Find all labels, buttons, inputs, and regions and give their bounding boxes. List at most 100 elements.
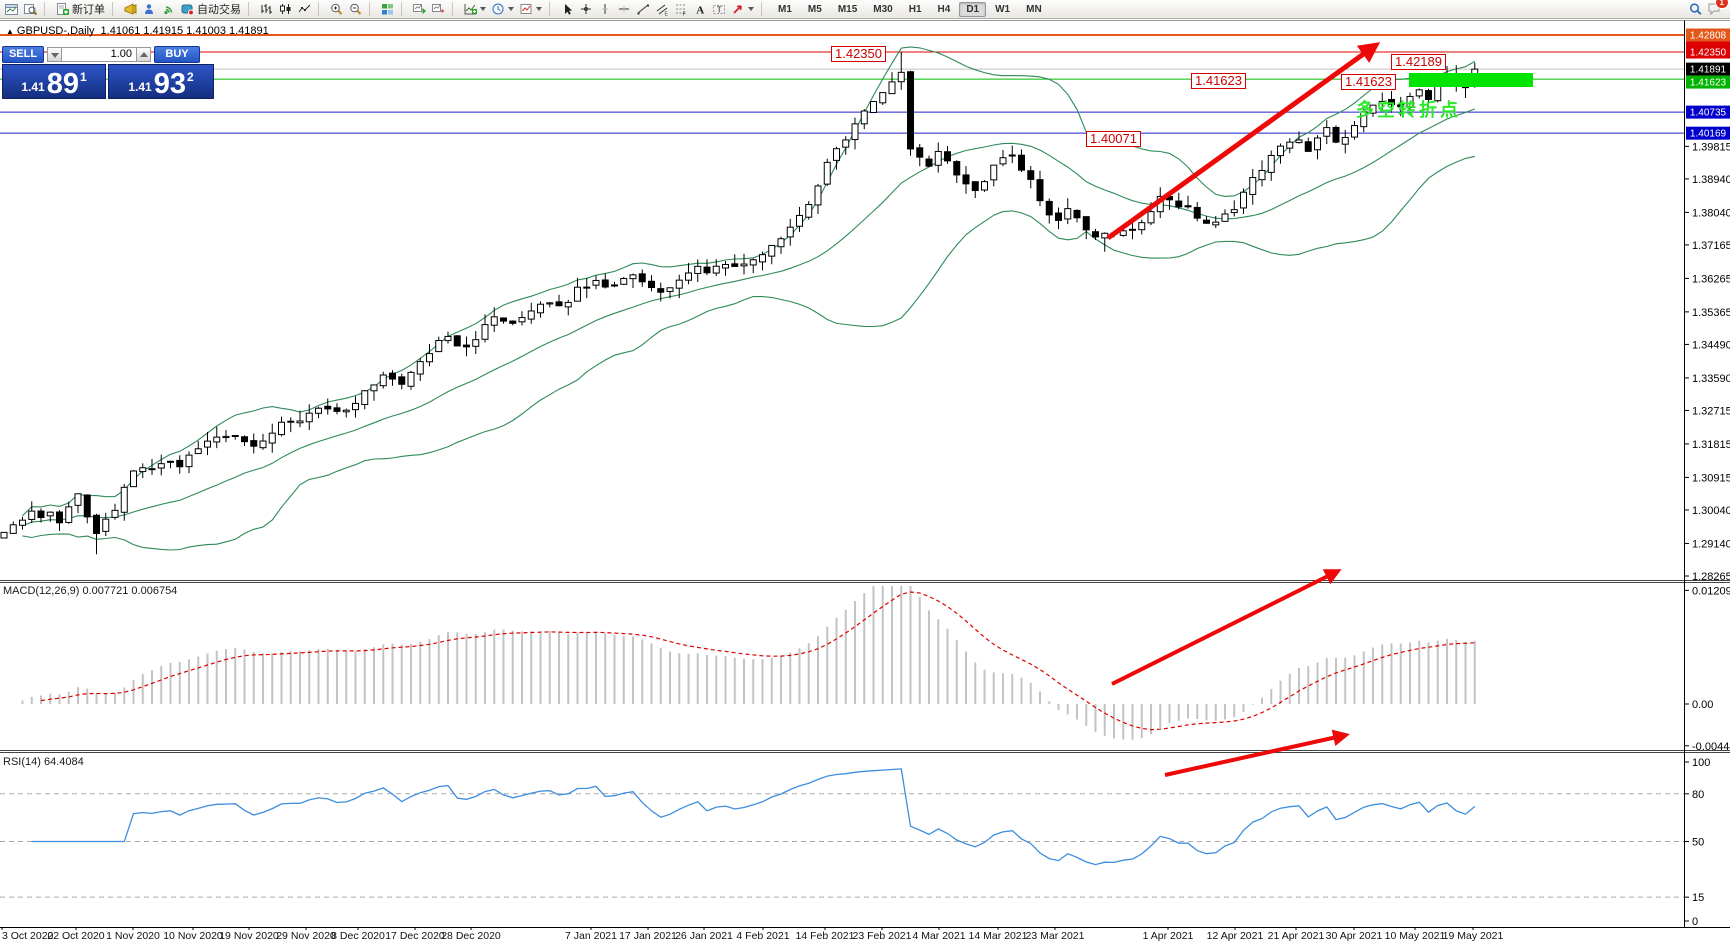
- svg-text:1.40735: 1.40735: [1690, 108, 1727, 119]
- zoom-out-icon[interactable]: [346, 1, 365, 17]
- line-chart-icon[interactable]: [295, 1, 314, 17]
- svg-text:1 Apr 2021: 1 Apr 2021: [1143, 930, 1194, 942]
- svg-text:4 Feb 2021: 4 Feb 2021: [736, 930, 789, 942]
- crosshair-icon[interactable]: [577, 1, 596, 17]
- search-icon[interactable]: [1686, 1, 1705, 17]
- timeframe-m5[interactable]: M5: [807, 3, 822, 15]
- svg-text:80: 80: [1692, 789, 1704, 801]
- hidden-price-chip: [1686, 40, 1730, 46]
- notifications-button[interactable]: 1: [1705, 0, 1729, 18]
- chart-annotation-text[interactable]: 多空转折点: [1356, 100, 1461, 120]
- auto-arrange-icon[interactable]: [410, 1, 429, 17]
- svg-text:0: 0: [1692, 916, 1698, 928]
- svg-text:19 Nov 2020: 19 Nov 2020: [219, 930, 279, 942]
- chart-window-icon[interactable]: [2, 1, 21, 17]
- timeframe-m30[interactable]: M30: [873, 3, 893, 15]
- buy-price-small: 1.41: [128, 80, 152, 94]
- fibonacci-icon[interactable]: F: [672, 1, 691, 17]
- sell-price-sup: 1: [79, 70, 87, 84]
- volume-increase-button[interactable]: [136, 46, 151, 62]
- timeframe-m1[interactable]: M1: [778, 3, 792, 15]
- chevron-down-icon: [508, 7, 514, 11]
- timeframe-h4[interactable]: H4: [937, 3, 951, 15]
- svg-text:1.36265: 1.36265: [1692, 273, 1730, 285]
- new-order-label: 新订单: [72, 4, 105, 16]
- svg-text:8 Dec 2020: 8 Dec 2020: [331, 930, 385, 942]
- templates-icon[interactable]: [517, 1, 545, 17]
- trendline-icon[interactable]: [634, 1, 653, 17]
- chevron-up-icon: [140, 51, 148, 57]
- svg-text:1.42808: 1.42808: [1690, 31, 1727, 42]
- svg-text:E: E: [665, 11, 669, 16]
- svg-text:0.00: 0.00: [1692, 699, 1713, 711]
- trend-arrow[interactable]: [1106, 42, 1381, 241]
- timeframe-w1[interactable]: W1: [995, 3, 1011, 15]
- periods-icon[interactable]: [489, 1, 517, 17]
- text-label-icon[interactable]: T: [710, 1, 729, 17]
- sell-button[interactable]: SELL: [2, 45, 44, 63]
- add-indicator-icon[interactable]: [461, 1, 489, 17]
- buy-button[interactable]: BUY: [154, 45, 200, 63]
- svg-text:1.38040: 1.38040: [1692, 207, 1730, 219]
- price-label[interactable]: 1.41623: [1341, 74, 1396, 90]
- price-label[interactable]: 1.42189: [1391, 54, 1446, 70]
- sell-price[interactable]: 1.41 89 1: [2, 64, 106, 99]
- candlesticks: [0, 52, 1479, 555]
- equidistant-channel-icon[interactable]: E: [653, 1, 672, 17]
- candlestick-chart-icon[interactable]: [276, 1, 295, 17]
- zoom-in-icon[interactable]: [327, 1, 346, 17]
- price-label[interactable]: 1.41623: [1191, 73, 1246, 89]
- svg-text:22 Oct 2020: 22 Oct 2020: [47, 930, 104, 942]
- buy-price-sup: 2: [186, 70, 194, 84]
- date-axis: [1, 927, 1474, 930]
- new-order-icon[interactable]: 新订单: [53, 1, 108, 17]
- price-label[interactable]: 1.42350: [831, 46, 886, 62]
- price-axis: [1684, 28, 1730, 922]
- svg-text:1.41891: 1.41891: [1690, 65, 1727, 76]
- toolbar: 新订单 自动交易 E F A T M1 M5 M15 M30 H1 H4 D1 W1 MN 1: [0, 0, 1730, 19]
- bar-chart-icon[interactable]: [257, 1, 276, 17]
- svg-text:50: 50: [1692, 837, 1704, 849]
- bollinger-bands: [22, 46, 1476, 551]
- svg-text:17 Dec 2020: 17 Dec 2020: [385, 930, 445, 942]
- toolbar-separator: [248, 2, 254, 16]
- green-highlight-box[interactable]: [1409, 73, 1533, 87]
- tile-windows-icon[interactable]: [378, 1, 397, 17]
- volume-input[interactable]: [62, 46, 136, 62]
- svg-text:7 Jan 2021: 7 Jan 2021: [565, 930, 617, 942]
- horizontal-line-icon[interactable]: [615, 1, 634, 17]
- timeframe-mn[interactable]: MN: [1026, 3, 1042, 15]
- macd-values: 0.007721 0.006754: [82, 585, 178, 597]
- svg-text:1.29140: 1.29140: [1692, 538, 1730, 550]
- svg-text:23 Feb 2021: 23 Feb 2021: [853, 930, 912, 942]
- svg-text:30 Apr 2021: 30 Apr 2021: [1326, 930, 1383, 942]
- autotrading-icon[interactable]: 自动交易: [178, 1, 244, 17]
- market-ebook-icon[interactable]: [140, 1, 159, 17]
- chevron-down-icon: [51, 52, 59, 58]
- macd-histogram: [21, 586, 1476, 740]
- cursor-icon[interactable]: [558, 1, 577, 17]
- trend-arrow[interactable]: [1164, 729, 1350, 777]
- arrange-windows-icon[interactable]: [429, 1, 448, 17]
- price-label[interactable]: 1.40071: [1086, 131, 1141, 147]
- metaeditor-icon[interactable]: [121, 1, 140, 17]
- signals-icon[interactable]: [159, 1, 178, 17]
- text-icon[interactable]: A: [691, 1, 710, 17]
- svg-text:28 Dec 2020: 28 Dec 2020: [441, 930, 501, 942]
- timeframe-h1[interactable]: H1: [908, 3, 922, 15]
- trend-arrow[interactable]: [1111, 569, 1342, 686]
- buy-price[interactable]: 1.41 93 2: [108, 64, 214, 99]
- chevron-down-icon: [748, 7, 754, 11]
- vertical-line-icon[interactable]: [596, 1, 615, 17]
- svg-text:1.37165: 1.37165: [1692, 240, 1730, 252]
- volume-decrease-button[interactable]: [47, 46, 62, 62]
- svg-text:-0.004446: -0.004446: [1692, 741, 1730, 753]
- sell-price-big: 89: [46, 68, 79, 100]
- svg-text:1.32715: 1.32715: [1692, 405, 1730, 417]
- timeframe-m15[interactable]: M15: [837, 3, 858, 15]
- toolbar-separator: [452, 2, 458, 16]
- arrows-icon[interactable]: [729, 1, 757, 17]
- timeframe-d1[interactable]: D1: [959, 1, 987, 17]
- chart-preview-icon[interactable]: [21, 1, 40, 17]
